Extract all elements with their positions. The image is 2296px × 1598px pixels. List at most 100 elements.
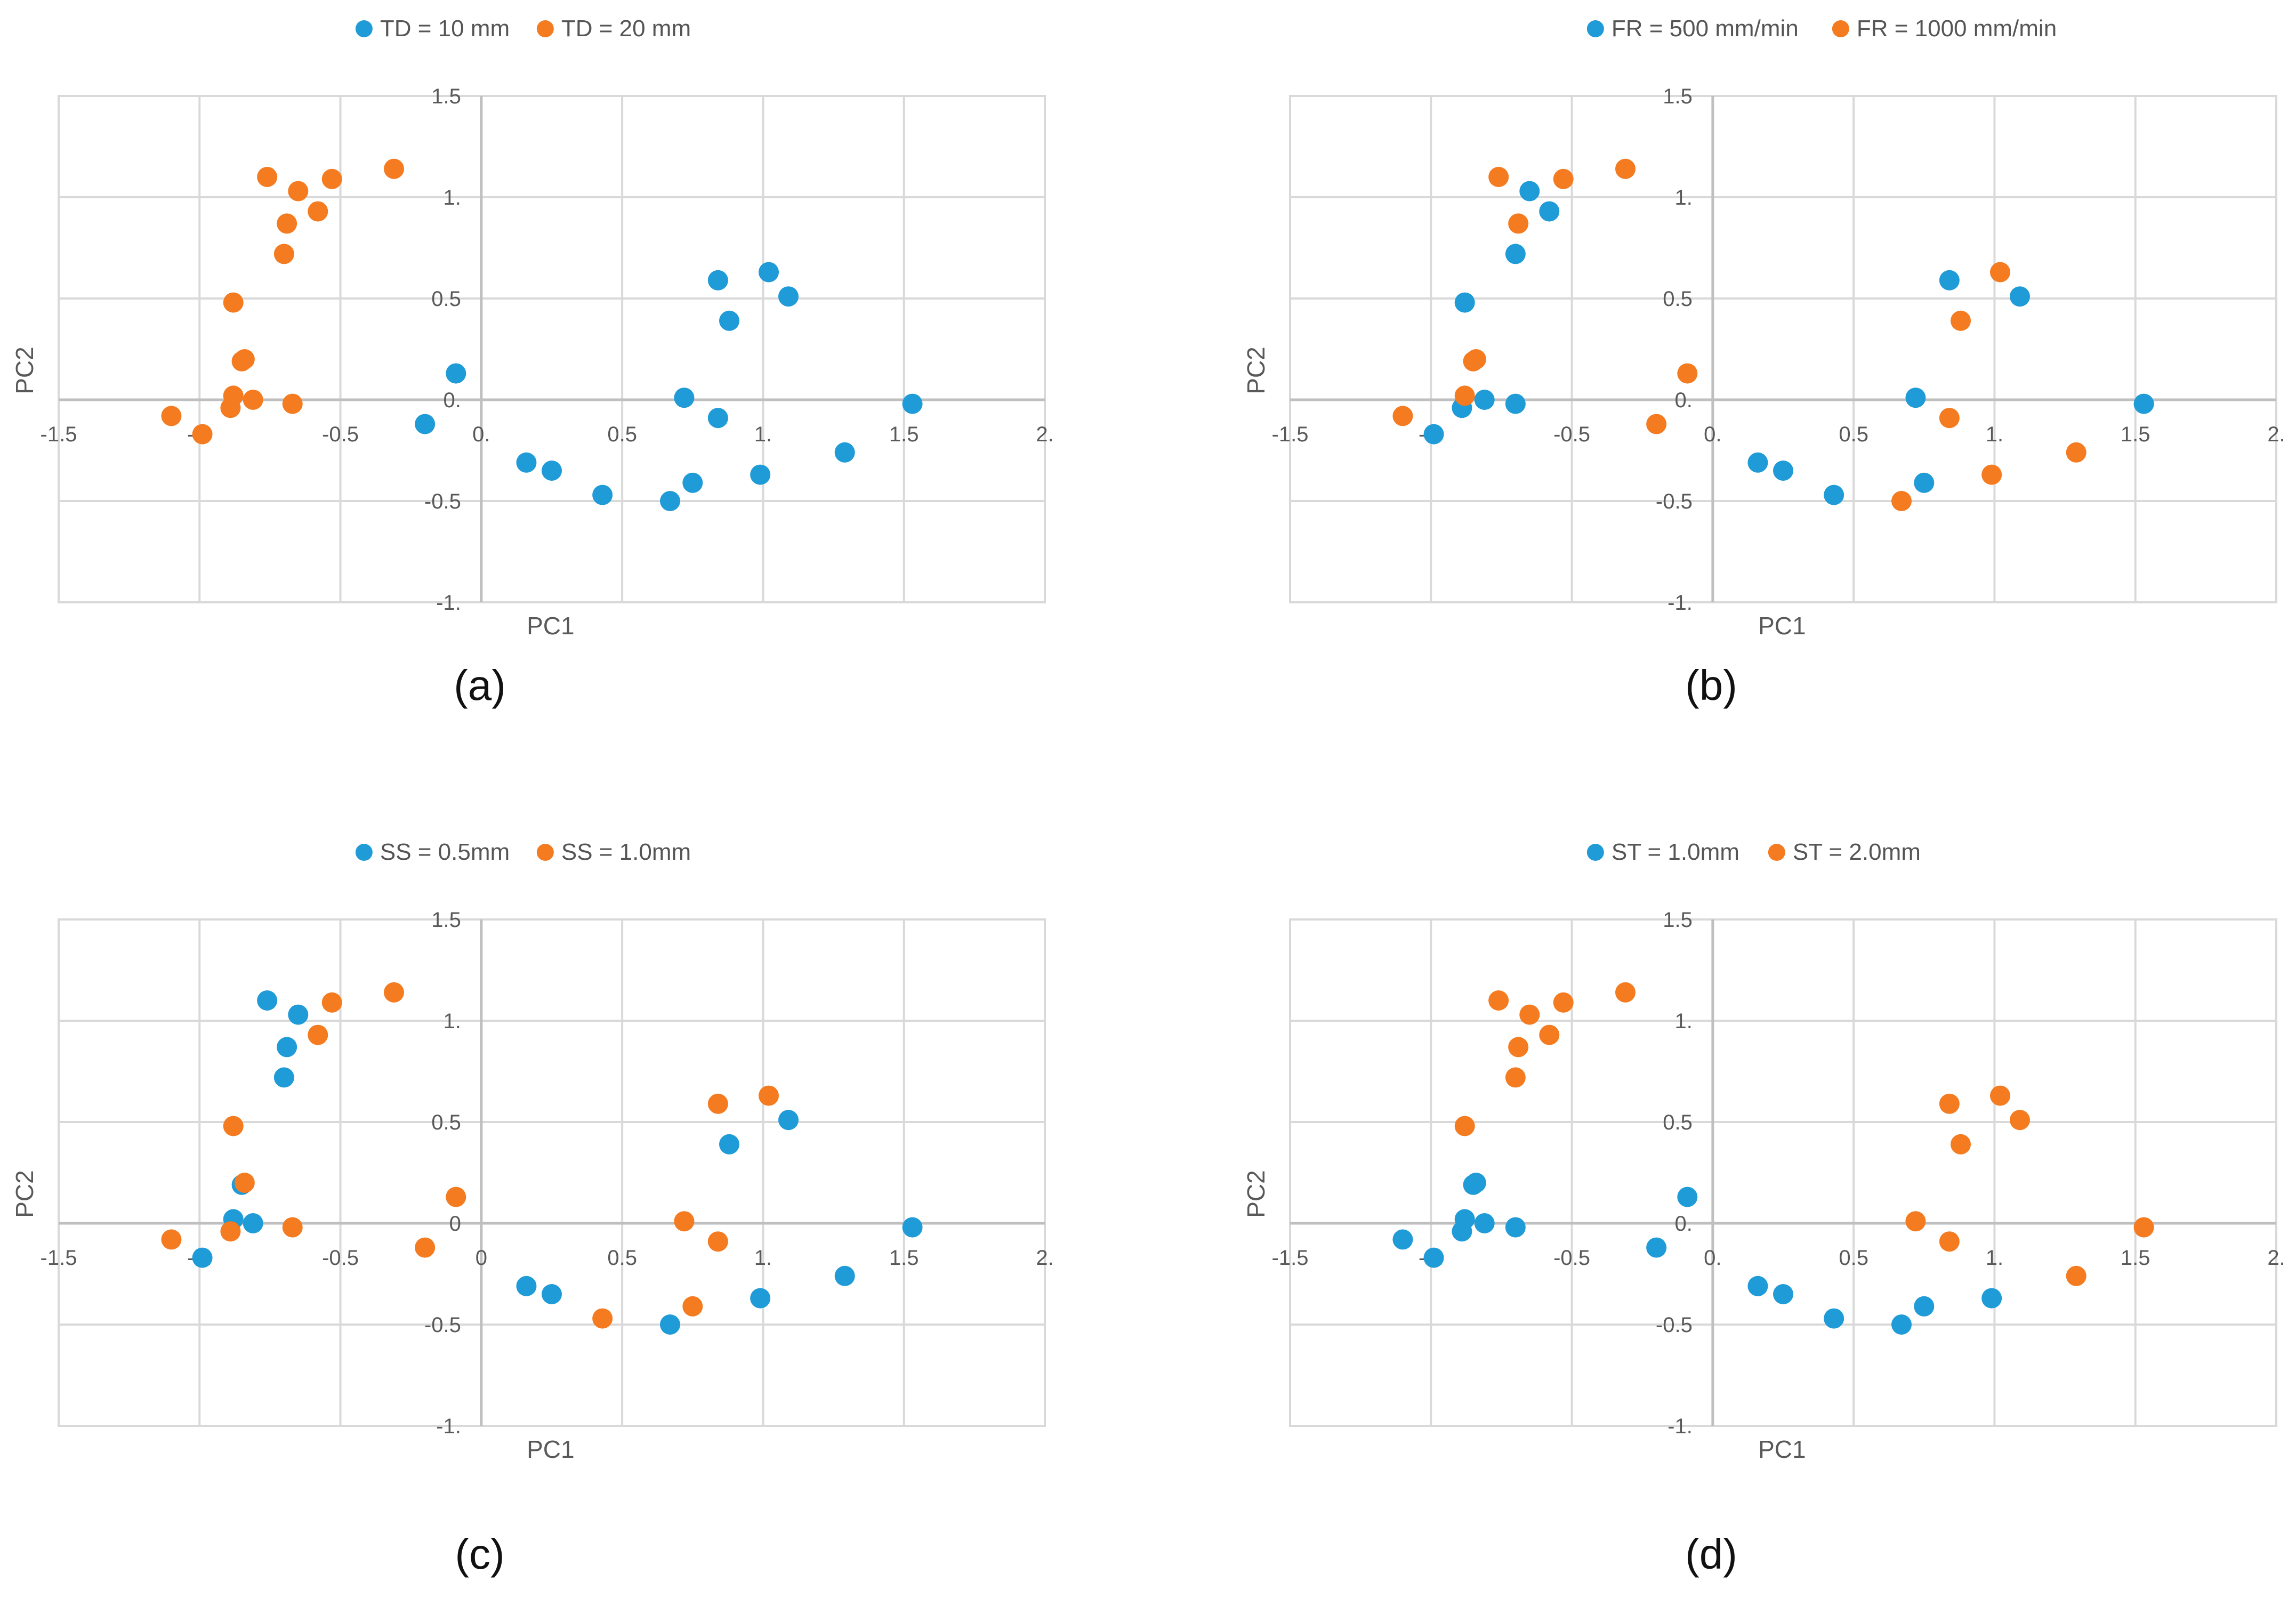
x-tick-label: -0.5 bbox=[322, 423, 359, 446]
data-point-series-2 bbox=[161, 1229, 182, 1250]
data-point-series-2 bbox=[1677, 363, 1698, 384]
y-tick-label: -1. bbox=[436, 1415, 461, 1438]
data-point-series-2 bbox=[1951, 310, 1971, 331]
data-point-series-2 bbox=[1553, 168, 1574, 189]
data-point-series-2 bbox=[1939, 408, 1960, 429]
data-point-series-2 bbox=[321, 168, 342, 189]
data-point-series-2 bbox=[2010, 1110, 2030, 1131]
y-tick-label: 1.5 bbox=[1663, 85, 1693, 108]
plot-border bbox=[58, 918, 1046, 1427]
caption-d: (d) bbox=[1685, 1530, 1737, 1578]
data-point-series-2 bbox=[321, 992, 342, 1013]
data-point-series-1 bbox=[1914, 472, 1935, 493]
data-point-series-2 bbox=[1990, 1085, 2010, 1106]
legend-marker-2 bbox=[536, 20, 554, 37]
y-tick-label: -0.5 bbox=[1656, 1313, 1693, 1337]
y-tick-label: 0. bbox=[1674, 1212, 1692, 1236]
data-point-series-1 bbox=[592, 485, 613, 505]
legend-label-2: ST = 2.0mm bbox=[1793, 839, 1921, 865]
x-tick-label: 0. bbox=[1704, 1246, 1721, 1270]
y-tick-label: 0. bbox=[1674, 389, 1692, 412]
legend-marker-1 bbox=[1586, 20, 1604, 37]
legend-marker-2 bbox=[1768, 844, 1785, 861]
data-point-series-2 bbox=[1488, 990, 1509, 1011]
legend-label-2: TD = 20 mm bbox=[561, 15, 691, 42]
data-point-series-1 bbox=[1505, 244, 1526, 264]
y-tick-label: -1. bbox=[436, 591, 461, 615]
x-tick-label: 1.5 bbox=[2121, 423, 2150, 446]
x-tick-label: 2. bbox=[2267, 423, 2285, 446]
y-tick-label: 0.5 bbox=[431, 1111, 461, 1134]
x-tick-label: -1.5 bbox=[41, 423, 77, 446]
data-point-series-1 bbox=[1824, 1308, 1844, 1329]
data-point-series-1 bbox=[778, 286, 799, 307]
caption-b: (b) bbox=[1685, 661, 1737, 709]
data-point-series-2 bbox=[1891, 491, 1912, 511]
data-point-series-2 bbox=[257, 167, 278, 187]
data-point-series-2 bbox=[192, 424, 213, 445]
data-point-series-2 bbox=[707, 1231, 728, 1252]
data-point-series-2 bbox=[1392, 406, 1413, 426]
x-tick-label: 0 bbox=[476, 1246, 487, 1270]
x-tick-label: 0.5 bbox=[1839, 1246, 1868, 1270]
legend-marker-1 bbox=[355, 20, 373, 37]
data-point-series-1 bbox=[288, 1004, 309, 1025]
data-point-series-2 bbox=[1454, 1116, 1475, 1136]
x-tick-label: 1. bbox=[754, 1246, 772, 1270]
data-point-series-1 bbox=[682, 472, 703, 493]
scatter-chart-c: -1.5-1.-0.500.51.1.52.-1.-0.500.51.1.5PC… bbox=[11, 839, 1054, 1463]
legend-label-2: FR = 1000 mm/min bbox=[1857, 15, 2057, 42]
data-point-series-1 bbox=[750, 1288, 771, 1309]
data-point-series-1 bbox=[1452, 1221, 1472, 1242]
data-point-series-2 bbox=[1646, 414, 1667, 434]
data-point-series-2 bbox=[592, 1308, 613, 1329]
data-point-series-1 bbox=[243, 1213, 263, 1233]
y-tick-label: 1. bbox=[1674, 1010, 1692, 1033]
x-tick-label: 1. bbox=[1986, 1246, 2003, 1270]
data-point-series-1 bbox=[1677, 1187, 1698, 1207]
x-tick-label: -1.5 bbox=[1272, 1246, 1309, 1270]
data-point-series-1 bbox=[1474, 390, 1495, 410]
data-point-series-2 bbox=[674, 1211, 695, 1232]
data-point-series-2 bbox=[308, 1024, 328, 1045]
data-point-series-2 bbox=[288, 181, 309, 201]
data-point-series-2 bbox=[1488, 167, 1509, 187]
data-point-series-1 bbox=[1392, 1229, 1413, 1250]
y-tick-label: 0 bbox=[449, 1212, 461, 1236]
data-point-series-1 bbox=[674, 388, 695, 408]
legend-marker-1 bbox=[1586, 844, 1604, 861]
x-tick-label: -0.5 bbox=[1553, 423, 1590, 446]
data-point-series-1 bbox=[446, 363, 466, 384]
data-point-series-1 bbox=[516, 452, 537, 473]
data-point-series-2 bbox=[308, 201, 328, 222]
data-point-series-2 bbox=[2066, 1265, 2086, 1286]
data-point-series-2 bbox=[243, 390, 263, 410]
data-point-series-2 bbox=[1615, 982, 1636, 1003]
x-tick-label: -0.5 bbox=[1553, 1246, 1590, 1270]
data-point-series-1 bbox=[719, 310, 739, 331]
data-point-series-1 bbox=[1939, 270, 1960, 290]
data-point-series-2 bbox=[277, 213, 297, 234]
data-point-series-1 bbox=[1539, 201, 1560, 222]
x-axis-title: PC1 bbox=[527, 1435, 574, 1463]
data-point-series-1 bbox=[1423, 1247, 1444, 1268]
data-point-series-2 bbox=[220, 1221, 241, 1242]
y-tick-label: 0.5 bbox=[1663, 287, 1693, 311]
data-point-series-1 bbox=[1747, 1276, 1768, 1296]
data-point-series-1 bbox=[1465, 1173, 1486, 1193]
data-point-series-2 bbox=[161, 406, 182, 426]
data-point-series-2 bbox=[231, 351, 252, 372]
x-axis-title: PC1 bbox=[1758, 612, 1806, 640]
data-point-series-1 bbox=[834, 1265, 855, 1286]
data-point-series-2 bbox=[1939, 1231, 1960, 1252]
data-point-series-1 bbox=[1981, 1288, 2002, 1309]
data-point-series-2 bbox=[1465, 349, 1486, 369]
x-tick-label: 1.5 bbox=[889, 423, 919, 446]
data-point-series-2 bbox=[415, 1237, 436, 1258]
y-tick-label: 0.5 bbox=[431, 287, 461, 311]
y-tick-label: 1. bbox=[443, 1010, 461, 1033]
data-point-series-2 bbox=[273, 244, 294, 264]
data-point-series-1 bbox=[192, 1247, 213, 1268]
x-tick-label: 1.5 bbox=[2121, 1246, 2150, 1270]
data-point-series-1 bbox=[1824, 485, 1844, 505]
